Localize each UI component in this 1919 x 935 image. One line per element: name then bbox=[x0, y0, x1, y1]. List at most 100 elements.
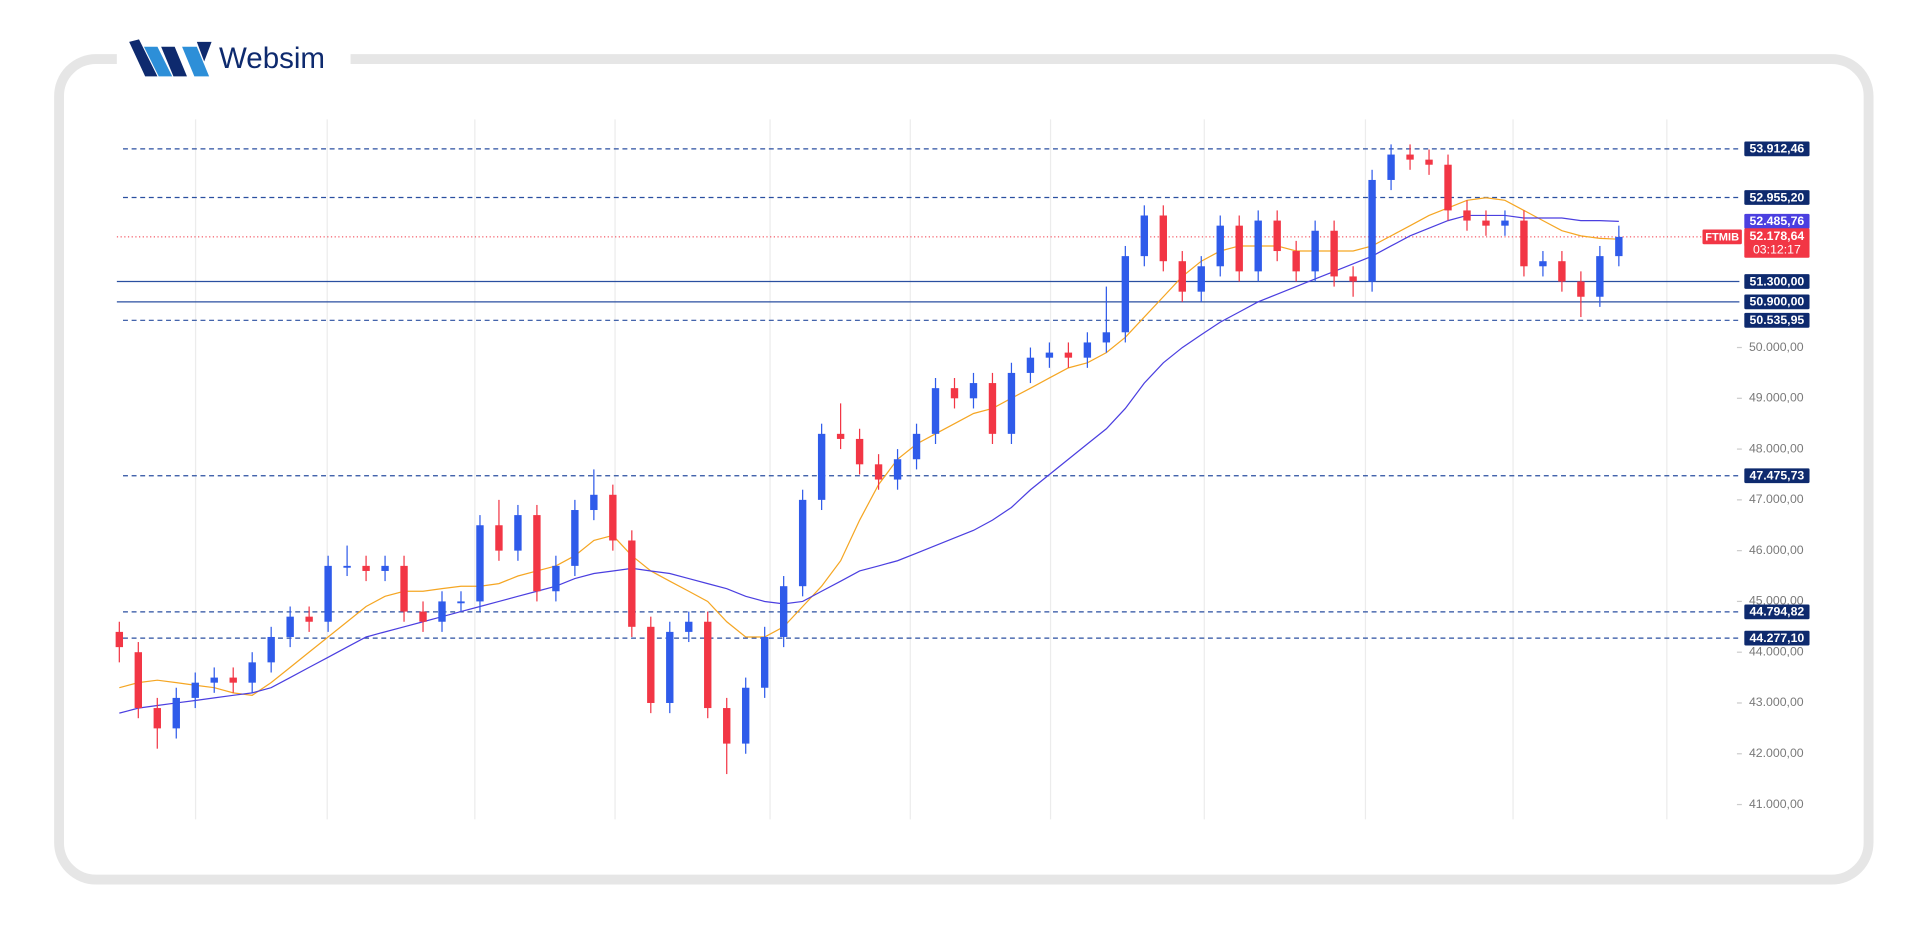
candle-body bbox=[533, 515, 541, 592]
candle-body bbox=[1045, 352, 1054, 358]
level-label: 53.912,46 bbox=[1750, 142, 1805, 156]
brand: Websim bbox=[219, 42, 325, 75]
level-label: 44.794,82 bbox=[1750, 605, 1805, 619]
ma-label: 52.485,76 bbox=[1750, 214, 1805, 228]
symbol: FTMIB bbox=[1705, 231, 1739, 243]
level-label-box bbox=[1744, 141, 1810, 157]
candle-body bbox=[1311, 230, 1319, 272]
candle-body bbox=[1292, 251, 1300, 272]
candle-body bbox=[419, 611, 427, 622]
candle-body bbox=[1615, 236, 1623, 257]
candle-body bbox=[855, 438, 864, 465]
candle-body bbox=[704, 621, 712, 709]
y-tick-label: 45.000,00 bbox=[1749, 594, 1804, 608]
y-tick-label: 43.000,00 bbox=[1749, 695, 1804, 709]
ma-label-box bbox=[1744, 213, 1810, 229]
candle-body bbox=[742, 687, 750, 744]
candle-body bbox=[874, 464, 883, 480]
candle-body bbox=[1368, 179, 1376, 282]
candle-body bbox=[1083, 342, 1092, 358]
candle-body bbox=[779, 586, 788, 637]
candle-body bbox=[1539, 261, 1547, 267]
candle-body bbox=[438, 601, 446, 622]
level-label: 50.900,00 bbox=[1750, 295, 1805, 309]
level-label: 50.535,95 bbox=[1750, 313, 1805, 327]
candle-body bbox=[1520, 220, 1528, 267]
y-tick-label: 44.000,00 bbox=[1749, 644, 1804, 658]
level-label-box bbox=[1744, 274, 1810, 289]
candle-body bbox=[286, 616, 294, 637]
logo bbox=[129, 39, 212, 77]
candle-body bbox=[1102, 332, 1111, 343]
candle-body bbox=[590, 494, 598, 511]
candle-body bbox=[950, 388, 959, 399]
candle-body bbox=[305, 616, 313, 622]
level-label: 47.475,73 bbox=[1750, 469, 1805, 483]
candle-body bbox=[1425, 159, 1433, 165]
y-tick-label: 46.000,00 bbox=[1749, 543, 1804, 557]
candle-body bbox=[476, 525, 484, 602]
candle-body bbox=[381, 565, 389, 571]
candle-body bbox=[1026, 357, 1035, 373]
level-label-box bbox=[1744, 190, 1810, 205]
candle-body bbox=[153, 708, 161, 729]
y-tick-label: 47.000,00 bbox=[1749, 492, 1804, 506]
candle-body bbox=[457, 601, 465, 604]
candle-body bbox=[893, 459, 902, 480]
candle-body bbox=[362, 565, 370, 571]
candle-body bbox=[495, 525, 503, 551]
candle-body bbox=[912, 433, 921, 460]
frame bbox=[54, 54, 1874, 885]
last-price-label: 52.178,64 bbox=[1750, 229, 1805, 243]
candle-body bbox=[1406, 154, 1414, 160]
level-label-box bbox=[1744, 294, 1810, 310]
candle-body bbox=[685, 621, 693, 632]
symbol-box bbox=[1702, 229, 1742, 245]
candle-body bbox=[1121, 256, 1130, 333]
candle-body bbox=[723, 708, 731, 744]
candle-body bbox=[571, 510, 579, 566]
candle-body bbox=[1273, 220, 1281, 252]
y-tick-label: 42.000,00 bbox=[1749, 746, 1804, 760]
candle-body bbox=[191, 682, 199, 698]
level-label: 44.277,10 bbox=[1750, 631, 1805, 645]
candle-body bbox=[931, 388, 940, 434]
candle-body bbox=[324, 565, 332, 622]
level-label-box bbox=[1744, 604, 1810, 620]
candle-body bbox=[1444, 164, 1452, 211]
candle-body bbox=[343, 565, 351, 568]
candle-body bbox=[1577, 281, 1585, 297]
candle-body bbox=[514, 515, 522, 551]
candle-body bbox=[1159, 215, 1167, 262]
candle-body bbox=[647, 626, 655, 703]
vertical-grid bbox=[194, 119, 1668, 820]
candle-body bbox=[798, 499, 807, 587]
candle-body bbox=[760, 636, 769, 688]
candle-body bbox=[609, 494, 617, 541]
candle-body bbox=[1140, 215, 1149, 257]
candle-body bbox=[1254, 220, 1262, 272]
y-tick-label: 49.000,00 bbox=[1749, 391, 1804, 405]
candle-body bbox=[1064, 352, 1073, 358]
candle-body bbox=[115, 631, 124, 648]
level-label-box bbox=[1744, 468, 1810, 484]
level-label: 52.955,20 bbox=[1750, 190, 1805, 204]
candle-body bbox=[552, 565, 560, 592]
candle-body bbox=[666, 631, 674, 703]
candle-body bbox=[172, 697, 180, 729]
candle-body bbox=[1235, 225, 1243, 272]
candle-body bbox=[1330, 230, 1338, 277]
y-tick-label: 48.000,00 bbox=[1749, 441, 1804, 455]
candle-body bbox=[267, 636, 275, 663]
candle-body bbox=[1463, 210, 1471, 221]
candle-body bbox=[1349, 276, 1357, 282]
y-tick-label: 41.000,00 bbox=[1749, 797, 1804, 811]
candle-body bbox=[1007, 372, 1016, 434]
candle-body bbox=[836, 433, 845, 439]
level-label-box bbox=[1744, 312, 1810, 328]
last-price-box bbox=[1744, 228, 1810, 258]
candle-body bbox=[817, 433, 826, 500]
level-label-box bbox=[1744, 630, 1810, 646]
